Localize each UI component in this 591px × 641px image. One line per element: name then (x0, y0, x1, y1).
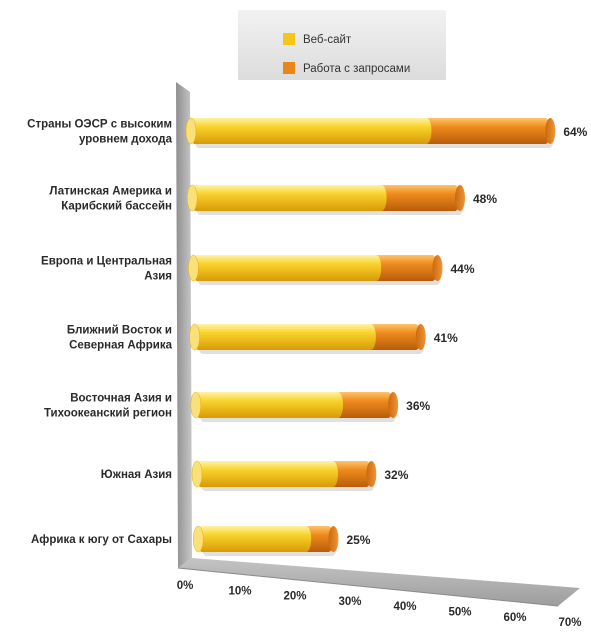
bar-right-cap (432, 255, 442, 281)
bar-right-cap (416, 324, 426, 350)
category-label: Восточная Азия и Тихоокеанский регион (44, 393, 172, 420)
category-label-line: Тихоокеанский регион (44, 408, 172, 420)
total-value-label: 64% (563, 125, 587, 139)
category-label: Страны ОЭСР с высоким уровнем дохода (27, 119, 172, 146)
category-label: Ближний Восток и Северная Африка (67, 325, 173, 352)
bar-segment-website (195, 392, 343, 418)
category-label-line: уровнем дохода (79, 134, 173, 146)
total-value-label: 32% (384, 468, 408, 482)
legend-swatch (283, 62, 295, 74)
chart-floor (178, 558, 580, 606)
total-value-label: 44% (450, 262, 474, 276)
bar-segment-website (191, 185, 386, 211)
category-label: Европа и Центральная Азия (41, 256, 172, 283)
total-value-label: 48% (473, 192, 497, 206)
x-tick-label: 40% (393, 601, 416, 613)
bar-right-cap (328, 526, 338, 552)
bar-right-cap (388, 392, 398, 418)
category-label-line: Восточная Азия и (70, 393, 172, 405)
total-value-label: 36% (406, 399, 430, 413)
category-label-line: Европа и Центральная (41, 256, 172, 268)
bar-left-cap (186, 118, 196, 144)
legend-swatch (283, 33, 295, 45)
bar-segment-website (197, 526, 311, 552)
bar-segment-website (194, 324, 376, 350)
category-label-line: Азия (144, 271, 172, 283)
legend-label: Работа с запросами (303, 63, 410, 75)
x-tick-label: 70% (558, 617, 581, 629)
bar-right-cap (366, 461, 376, 487)
category-label-line: Южная Азия (101, 469, 172, 481)
category-label-line: Страны ОЭСР с высоким (27, 119, 172, 131)
total-value-label: 25% (346, 533, 370, 547)
total-value-label: 41% (434, 331, 458, 345)
category-label: Латинская Америка и Карибский бассейн (49, 186, 172, 213)
bar-segment-website (192, 255, 381, 281)
category-label-line: Ближний Восток и (67, 325, 172, 337)
x-tick-label: 50% (448, 607, 471, 619)
legend-label: Веб-сайт (303, 34, 352, 46)
bars-layer (186, 118, 555, 556)
x-tick-label: 30% (338, 596, 361, 608)
bar-left-cap (187, 185, 197, 211)
bar-right-cap (545, 118, 555, 144)
x-tick-label: 10% (228, 585, 251, 597)
bar-segment-website (196, 461, 338, 487)
bar-left-cap (192, 461, 202, 487)
chart-back-wall (176, 82, 192, 568)
bar-segment-website (190, 118, 431, 144)
x-tick-label: 0% (177, 580, 194, 592)
bar-left-cap (190, 324, 200, 350)
bar-left-cap (188, 255, 198, 281)
category-label: Южная Азия (101, 469, 172, 481)
legend: Веб-сайт Работа с запросами (238, 10, 446, 80)
category-label-line: Карибский бассейн (61, 201, 172, 213)
category-label-line: Латинская Америка и (49, 186, 172, 198)
category-label-line: Африка к югу от Сахары (31, 534, 172, 546)
bar-right-cap (455, 185, 465, 211)
category-label: Африка к югу от Сахары (31, 534, 172, 546)
bar-left-cap (191, 392, 201, 418)
x-tick-label: 20% (283, 591, 306, 603)
x-tick-label: 60% (503, 612, 526, 624)
bar-left-cap (193, 526, 203, 552)
category-label-line: Северная Африка (69, 340, 173, 352)
